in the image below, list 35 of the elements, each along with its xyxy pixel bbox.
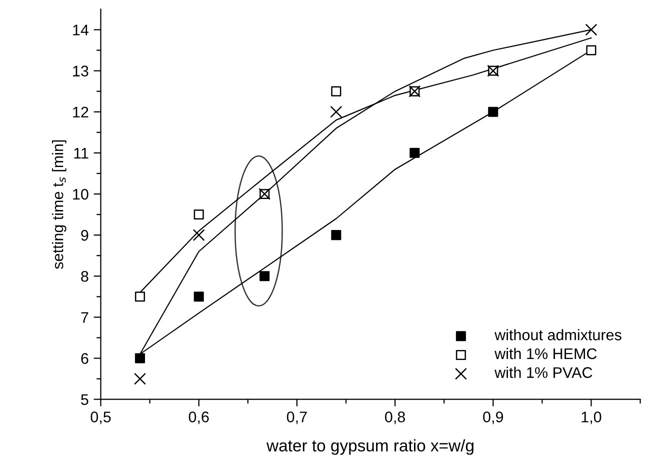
- y-tick-label: 11: [74, 148, 88, 158]
- point: [331, 230, 342, 240]
- y-tick-label: 12: [73, 106, 88, 118]
- legend-label: with 1% PVAC: [494, 366, 592, 378]
- y-tick-label: 7: [81, 312, 88, 323]
- legend-label: with 1% HEMC: [494, 348, 597, 360]
- point: [586, 45, 596, 56]
- x-tick-label: 1,0: [582, 412, 602, 424]
- legend-label: without admixtures: [494, 329, 622, 340]
- x-tick-label: 0,6: [188, 412, 209, 424]
- y-tick-label: 13: [73, 66, 88, 76]
- y-axis-title: setting time t$_{s}$ [min]: [52, 140, 66, 269]
- point: [488, 106, 498, 117]
- point: [134, 292, 146, 302]
- point: [194, 292, 204, 302]
- x-tick-label: 0,5: [90, 412, 111, 424]
- y-tick-label: 14: [73, 24, 88, 36]
- point: [331, 86, 342, 96]
- point: [134, 372, 146, 385]
- point: [260, 271, 270, 282]
- y-tick-label: 9: [81, 230, 88, 241]
- point: [410, 148, 420, 158]
- point: [192, 229, 205, 242]
- point: [194, 210, 204, 220]
- x-tick-label: 0,7: [286, 412, 307, 424]
- y-tick-label: 8: [81, 270, 88, 282]
- x-axis-title: water to gypsum ratio x=w/g: [266, 439, 474, 455]
- point: [134, 353, 146, 364]
- point: [330, 106, 342, 118]
- x-tick-label: 0,8: [385, 412, 405, 424]
- y-tick-label: 5: [81, 394, 88, 406]
- y-tick-label: 6: [81, 353, 88, 364]
- y-tick-label: 10: [73, 188, 88, 200]
- x-tick-label: 0,9: [483, 412, 504, 424]
- point: [585, 24, 598, 36]
